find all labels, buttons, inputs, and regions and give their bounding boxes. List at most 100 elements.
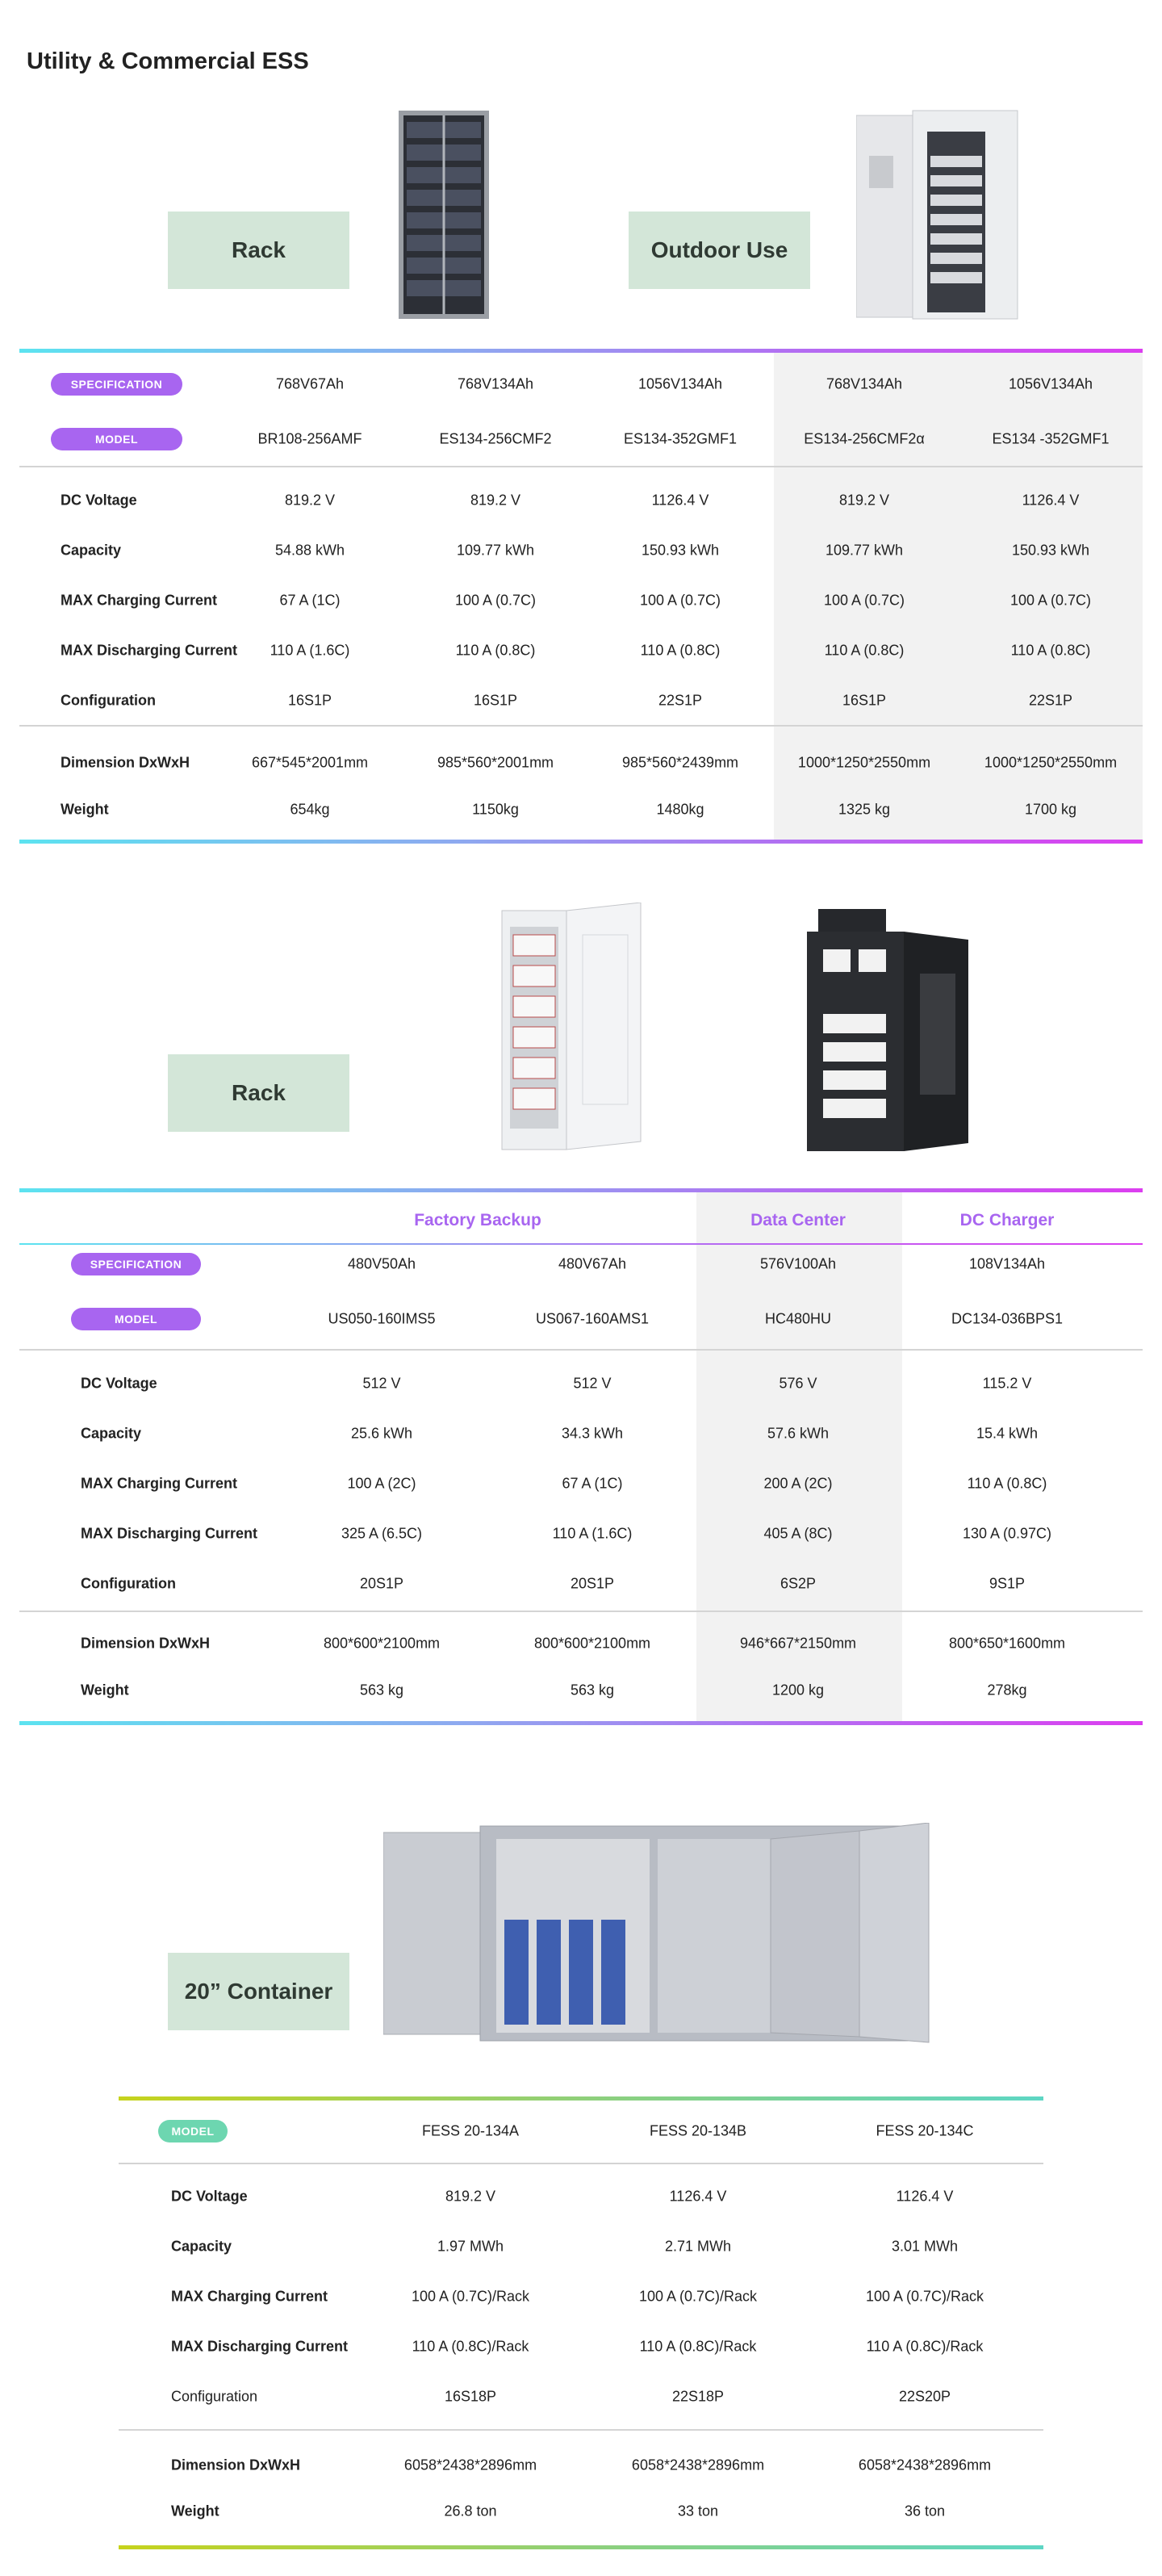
spec-cell: 768V67Ah (275, 375, 345, 392)
row-label: Configuration (171, 2388, 258, 2405)
table-cell: 100 A (0.7C)/Rack (411, 2288, 530, 2305)
category-rack-2: Rack (168, 1054, 349, 1132)
group-header: Data Center (750, 1211, 846, 1229)
bottom-gradient-rule (19, 840, 1143, 844)
row-divider (19, 1611, 1143, 1612)
row-label: Capacity (61, 542, 122, 559)
table-cell: 20S1P (359, 1575, 404, 1592)
specification-badge: SPECIFICATION (51, 373, 182, 396)
category-rack: Rack (168, 212, 349, 289)
table-cell: 1325 kg (838, 801, 891, 818)
table-cell: 16S1P (842, 692, 887, 709)
table-cell: 110 A (0.8C)/Rack (866, 2338, 984, 2355)
table-cell: 667*545*2001mm (251, 754, 369, 771)
table-cell: 2.71 MWh (664, 2238, 732, 2255)
row-divider (119, 2163, 1043, 2164)
table-cell: 9S1P (989, 1575, 1026, 1592)
table-cell: 16S18P (444, 2388, 497, 2405)
model-cell: FESS 20-134A (421, 2122, 520, 2139)
table-cell: 6058*2438*2896mm (858, 2457, 992, 2473)
table-cell: 22S1P (658, 692, 703, 709)
row-label: DC Voltage (61, 492, 137, 509)
white-rack-cabinet-image (501, 903, 642, 1150)
table-cell: 22S20P (898, 2388, 951, 2405)
spec-cell: 480V50Ah (347, 1255, 416, 1272)
table-cell: 115.2 V (982, 1375, 1032, 1392)
table-cell: 20S1P (570, 1575, 615, 1592)
table-cell: 54.88 kWh (274, 542, 345, 559)
table-cell: 16S1P (473, 692, 518, 709)
table-cell: 1.97 MWh (437, 2238, 504, 2255)
table-cell: 563 kg (570, 1682, 615, 1698)
table-cell: 1126.4 V (669, 2188, 727, 2205)
model-cell: HC480HU (764, 1310, 832, 1327)
row-label: MAX Discharging Current (171, 2338, 349, 2355)
model-cell: US050-160IMS5 (328, 1310, 436, 1327)
table-cell: 100 A (0.7C) (639, 592, 721, 609)
model-badge: MODEL (51, 428, 182, 450)
row-label: Capacity (171, 2238, 232, 2255)
model-cell: ES134-352GMF1 (623, 430, 738, 447)
group-header: Factory Backup (414, 1211, 541, 1229)
row-label: Capacity (81, 1425, 142, 1442)
row-label: Weight (61, 801, 109, 818)
model-cell: BR108-256AMF (257, 430, 362, 447)
table-cell: 110 A (0.8C)/Rack (639, 2338, 757, 2355)
table-cell: 36 ton (904, 2503, 946, 2519)
table-cell: 33 ton (677, 2503, 719, 2519)
container-image (383, 1823, 930, 2043)
table-cell: 110 A (1.6C) (270, 642, 350, 659)
model-cell: ES134-256CMF2α (804, 430, 925, 447)
table-cell: 654kg (290, 801, 330, 818)
table-cell: 1000*1250*2550mm (984, 754, 1118, 771)
table-cell: 6S2P (780, 1575, 817, 1592)
table-cell: 325 A (6.5C) (341, 1525, 423, 1542)
row-divider (19, 466, 1143, 467)
top-gradient-rule (19, 1188, 1143, 1192)
model-cell: FESS 20-134B (649, 2122, 747, 2139)
category-20-container: 20” Container (168, 1953, 349, 2030)
table-cell: 576 V (779, 1375, 817, 1392)
row-divider (19, 725, 1143, 727)
row-label: MAX Charging Current (61, 592, 218, 609)
row-label: Dimension DxWxH (81, 1635, 211, 1652)
table-cell: 150.93 kWh (641, 542, 720, 559)
table-cell: 800*650*1600mm (948, 1635, 1066, 1652)
table-cell: 819.2 V (445, 2188, 496, 2205)
row-label: Weight (171, 2503, 219, 2519)
table-cell: 1126.4 V (651, 492, 709, 509)
model-badge: MODEL (71, 1308, 201, 1330)
table-cell: 100 A (0.7C) (823, 592, 905, 609)
table-cell: 512 V (573, 1375, 612, 1392)
model-cell: ES134-256CMF2 (439, 430, 552, 447)
specification-badge: SPECIFICATION (71, 1253, 201, 1275)
table-cell: 1700 kg (1024, 801, 1077, 818)
row-label: Weight (81, 1682, 129, 1698)
model-cell: FESS 20-134C (876, 2122, 974, 2139)
table-cell: 110 A (1.6C) (552, 1525, 633, 1542)
table-cell: 26.8 ton (444, 2503, 497, 2519)
spec-cell: 1056V134Ah (1008, 375, 1093, 392)
table-cell: 985*560*2439mm (621, 754, 739, 771)
row-label: Dimension DxWxH (171, 2457, 301, 2473)
spec-cell: 480V67Ah (558, 1255, 627, 1272)
highlight-column-bg (696, 1192, 902, 1721)
table-cell: 100 A (0.7C)/Rack (638, 2288, 758, 2305)
table-cell: 110 A (0.8C) (455, 642, 536, 659)
table-cell: 1000*1250*2550mm (797, 754, 931, 771)
table-cell: 15.4 kWh (976, 1425, 1039, 1442)
spec-cell: 108V134Ah (968, 1255, 1046, 1272)
bottom-gradient-rule (19, 1721, 1143, 1725)
table-cell: 67 A (1C) (279, 592, 341, 609)
table-cell: 985*560*2001mm (437, 754, 554, 771)
row-label: MAX Charging Current (171, 2288, 328, 2305)
row-label: Configuration (81, 1575, 176, 1592)
top-gradient-rule (119, 2096, 1043, 2101)
group-header: DC Charger (959, 1211, 1055, 1229)
row-label: MAX Charging Current (81, 1475, 238, 1492)
table-cell: 110 A (0.8C) (640, 642, 721, 659)
table-cell: 819.2 V (470, 492, 521, 509)
table-cell: 110 A (0.8C) (967, 1475, 1047, 1492)
table-cell: 130 A (0.97C) (962, 1525, 1052, 1542)
table-cell: 800*600*2100mm (323, 1635, 441, 1652)
